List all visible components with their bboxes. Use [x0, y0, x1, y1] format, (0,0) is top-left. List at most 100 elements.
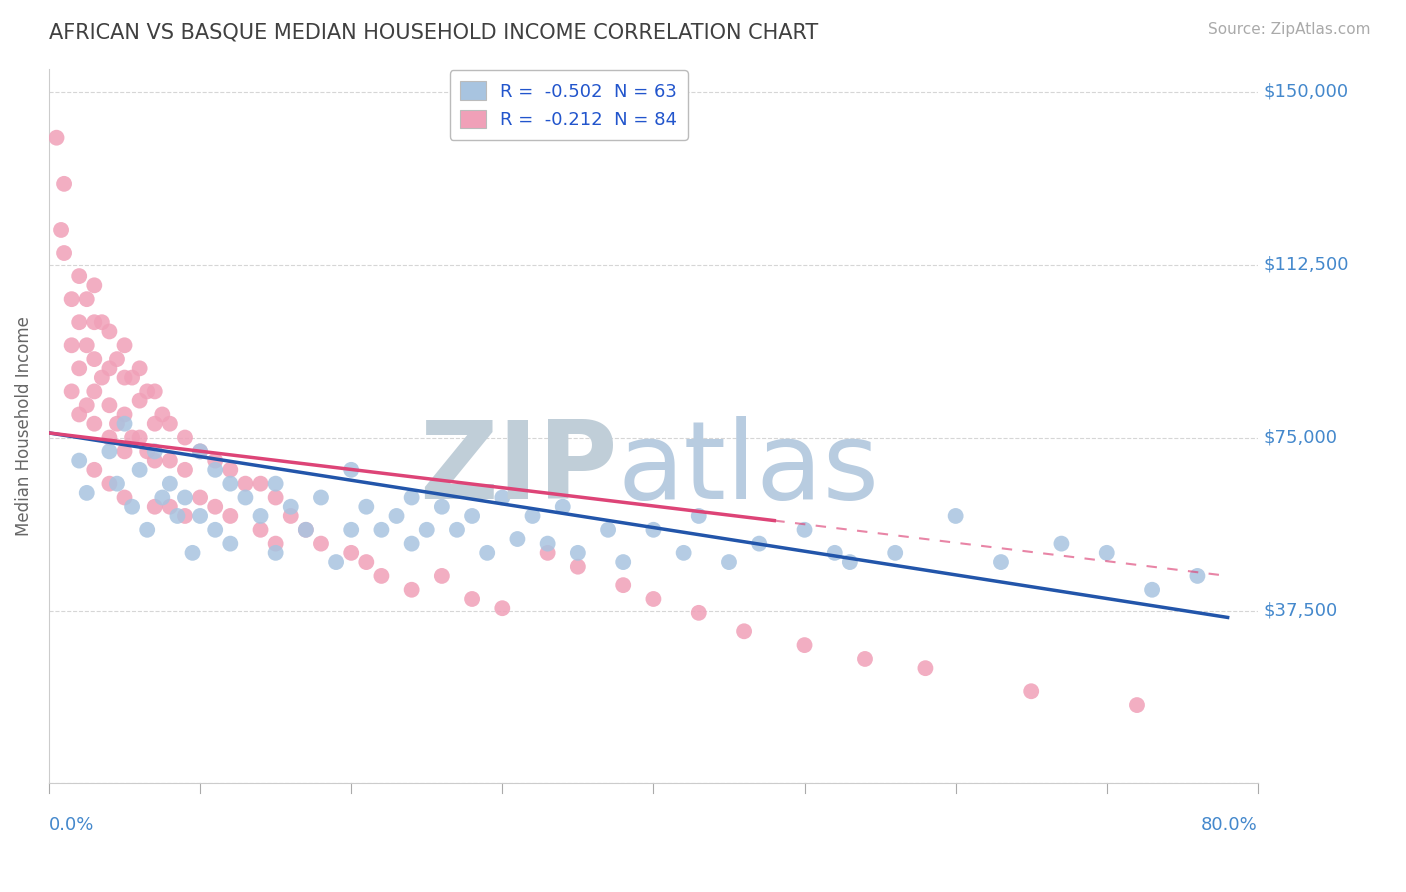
Point [76, 486, 98, 500]
Point [67, 408, 90, 422]
Point [159, 417, 181, 431]
Point [128, 361, 150, 376]
Point [717, 555, 740, 569]
Point [1126, 698, 1149, 712]
Point [340, 463, 363, 477]
Point [60, 292, 83, 306]
Text: $150,000: $150,000 [1264, 83, 1348, 101]
Point [90, 370, 112, 384]
Point [76, 338, 98, 352]
Point [60, 338, 83, 352]
Point [1050, 536, 1073, 550]
Point [76, 398, 98, 412]
Point [90, 315, 112, 329]
Point [121, 500, 143, 514]
Point [264, 546, 287, 560]
Point [159, 453, 181, 467]
Text: 0.0%: 0.0% [49, 815, 94, 834]
Point [430, 500, 453, 514]
Point [612, 578, 634, 592]
Point [461, 592, 484, 607]
Point [143, 384, 166, 399]
Point [45, 130, 67, 145]
Point [128, 393, 150, 408]
Point [83, 463, 105, 477]
Point [401, 582, 423, 597]
Point [945, 508, 967, 523]
Point [914, 661, 936, 675]
Point [235, 491, 257, 505]
Point [67, 453, 90, 467]
Point [83, 384, 105, 399]
Text: $75,000: $75,000 [1264, 428, 1339, 447]
Point [688, 606, 710, 620]
Point [1140, 582, 1163, 597]
Point [174, 491, 197, 505]
Point [98, 431, 121, 445]
Point [477, 546, 499, 560]
Point [401, 491, 423, 505]
Point [166, 508, 188, 523]
Point [537, 546, 560, 560]
Point [121, 370, 143, 384]
Text: ZIP: ZIP [419, 416, 617, 522]
Point [264, 476, 287, 491]
Point [219, 508, 242, 523]
Point [53, 177, 76, 191]
Point [98, 325, 121, 339]
Text: $112,500: $112,500 [1264, 256, 1350, 274]
Point [150, 408, 173, 422]
Point [356, 500, 378, 514]
Point [204, 523, 226, 537]
Point [49, 223, 72, 237]
Point [491, 491, 513, 505]
Point [249, 508, 271, 523]
Point [309, 491, 332, 505]
Point [67, 315, 90, 329]
Point [114, 370, 136, 384]
Point [249, 523, 271, 537]
Point [136, 523, 159, 537]
Point [114, 408, 136, 422]
Point [53, 246, 76, 260]
Text: Source: ZipAtlas.com: Source: ZipAtlas.com [1208, 22, 1371, 37]
Point [150, 491, 173, 505]
Point [174, 508, 197, 523]
Point [385, 508, 408, 523]
Point [551, 500, 574, 514]
Point [235, 476, 257, 491]
Text: AFRICAN VS BASQUE MEDIAN HOUSEHOLD INCOME CORRELATION CHART: AFRICAN VS BASQUE MEDIAN HOUSEHOLD INCOM… [49, 22, 818, 42]
Point [491, 601, 513, 615]
Point [537, 536, 560, 550]
Point [83, 315, 105, 329]
Point [143, 417, 166, 431]
Point [128, 431, 150, 445]
Point [136, 384, 159, 399]
Point [370, 523, 392, 537]
Point [98, 361, 121, 376]
Point [174, 463, 197, 477]
Point [416, 523, 439, 537]
Point [105, 476, 128, 491]
Point [733, 624, 755, 639]
Point [67, 269, 90, 284]
Point [1019, 684, 1042, 698]
Point [204, 463, 226, 477]
Point [884, 546, 907, 560]
Point [356, 555, 378, 569]
Point [838, 555, 860, 569]
Point [309, 536, 332, 550]
Point [128, 463, 150, 477]
Point [60, 384, 83, 399]
Point [204, 453, 226, 467]
Point [643, 592, 665, 607]
Point [114, 417, 136, 431]
Point [990, 555, 1012, 569]
Point [401, 536, 423, 550]
Point [430, 569, 453, 583]
Point [793, 523, 815, 537]
Point [340, 523, 363, 537]
Point [280, 500, 302, 514]
Point [793, 638, 815, 652]
Point [136, 444, 159, 458]
